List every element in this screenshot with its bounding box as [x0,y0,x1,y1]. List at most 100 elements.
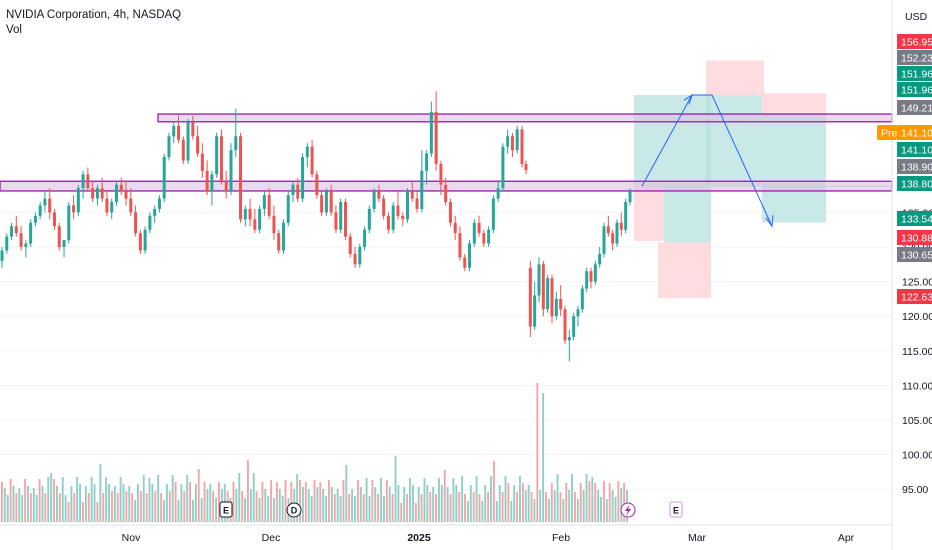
candle-77 [367,208,371,230]
volume-bar-192 [556,474,559,522]
volume-bar-151 [437,478,440,522]
volume-bar-131 [380,478,383,522]
symbol-title[interactable]: NVIDIA Corporation, 4h, NASDAQ [6,9,182,21]
price-axis[interactable]: USD [891,0,928,550]
split-lightning-icon[interactable] [620,502,636,518]
volume-bar-139 [403,487,406,522]
event-marker-2[interactable]: E [669,501,683,518]
volume-bar-74 [215,498,218,522]
candle-7 [33,215,37,223]
x-tick-apr: Apr [838,532,855,544]
price-tick-4: 115.00 [902,346,932,358]
position-boxes[interactable] [634,60,892,299]
price-tag-6: 141.10 [901,145,932,157]
volume-bar-5 [15,493,18,522]
candle-9 [43,198,47,206]
candle-27 [129,198,133,213]
volume-bar-70 [203,482,206,522]
volume-bar-184 [533,499,536,522]
x-tick-feb: Feb [552,532,570,544]
projection-arrows[interactable] [641,93,774,228]
price-tag-1: 152.23 [901,53,932,65]
volume-bar-61 [177,500,180,522]
volume-bar-68 [197,469,200,522]
volume-bar-210 [608,483,611,522]
volume-bar-34 [99,464,102,522]
volume-bar-141 [409,478,411,522]
volume-bar-92 [267,496,270,522]
volume-bar-150 [435,494,437,522]
volume-bar-161 [466,501,469,522]
volume-bar-11 [32,488,35,522]
volume-bar-173 [501,492,504,522]
time-axis[interactable]: Nov Dec 2025 Feb Mar Apr [0,524,892,544]
event-marker-label-1: D [291,506,298,516]
volume-bar-149 [432,487,435,522]
volume-bar-58 [168,491,171,522]
volume-bar-143 [414,503,417,522]
event-marker-label-2: E [673,506,679,516]
projection-path [641,94,773,227]
candle-28 [134,212,138,234]
volume-bar-47 [137,484,139,522]
volume-bar-138 [400,503,403,522]
candle-32 [153,208,157,216]
volume-bar-28 [82,502,84,522]
candle-132 [619,222,623,230]
volume-bar-125 [362,494,365,522]
candle-43 [205,170,209,192]
volume-bar-172 [498,485,501,522]
candle-52 [248,208,252,220]
candle-111 [528,267,532,327]
volume-bar-6 [18,488,21,522]
volume-bar-160 [464,494,466,522]
long-position-loss-1 [634,186,664,241]
grid-lines [0,211,892,490]
price-tag-bg-3 [897,82,932,97]
volume-bar-166 [481,501,484,522]
volume-bar-89 [258,498,261,522]
volume-bar-109 [316,487,319,522]
candle-127 [598,253,602,265]
volume-bar-57 [165,484,168,522]
candle-55 [262,195,266,209]
volume-bar-23 [67,502,70,522]
candle-19 [91,188,95,199]
volume-label[interactable]: Vol [6,24,22,36]
candle-46 [219,136,223,182]
volume-bar-129 [374,487,377,522]
volume-bar-193 [559,492,562,522]
candle-60 [286,195,290,223]
volume-bar-41 [119,477,122,522]
volume-bar-156 [452,478,455,522]
arrow-head-up [683,93,693,105]
volume-bar-80 [232,482,235,522]
candle-122 [576,309,580,317]
volume-bar-45 [131,493,134,522]
candle-123 [580,288,584,310]
volume-bar-213 [617,481,620,522]
volume-bar-0 [1,482,3,522]
price-ticks: 95.00 100.00 105.00 110.00 115.00 120.00 125.0… [902,207,932,496]
volume-bar-95 [275,482,278,522]
currency-label[interactable]: USD [905,11,928,23]
price-tag-11: 130.65 [901,250,932,262]
volume-bar-159 [461,476,464,522]
event-marker-1[interactable]: D [286,502,302,518]
price-tag-10: 130.88 [901,233,932,245]
price-tick-3: 110.00 [902,380,932,392]
volume-bar-19 [55,486,58,522]
volume-bar-12 [35,495,38,522]
volume-bar-29 [84,486,87,522]
candle-3 [14,226,18,234]
candle-4 [19,233,23,247]
volume-bar-207 [600,497,602,522]
volume-bar-186 [539,490,542,522]
candle-84 [401,215,405,220]
candle-51 [243,208,247,220]
volume-bar-36 [105,477,108,522]
volume-bar-152 [440,485,443,522]
event-marker-0[interactable]: E [219,501,233,518]
